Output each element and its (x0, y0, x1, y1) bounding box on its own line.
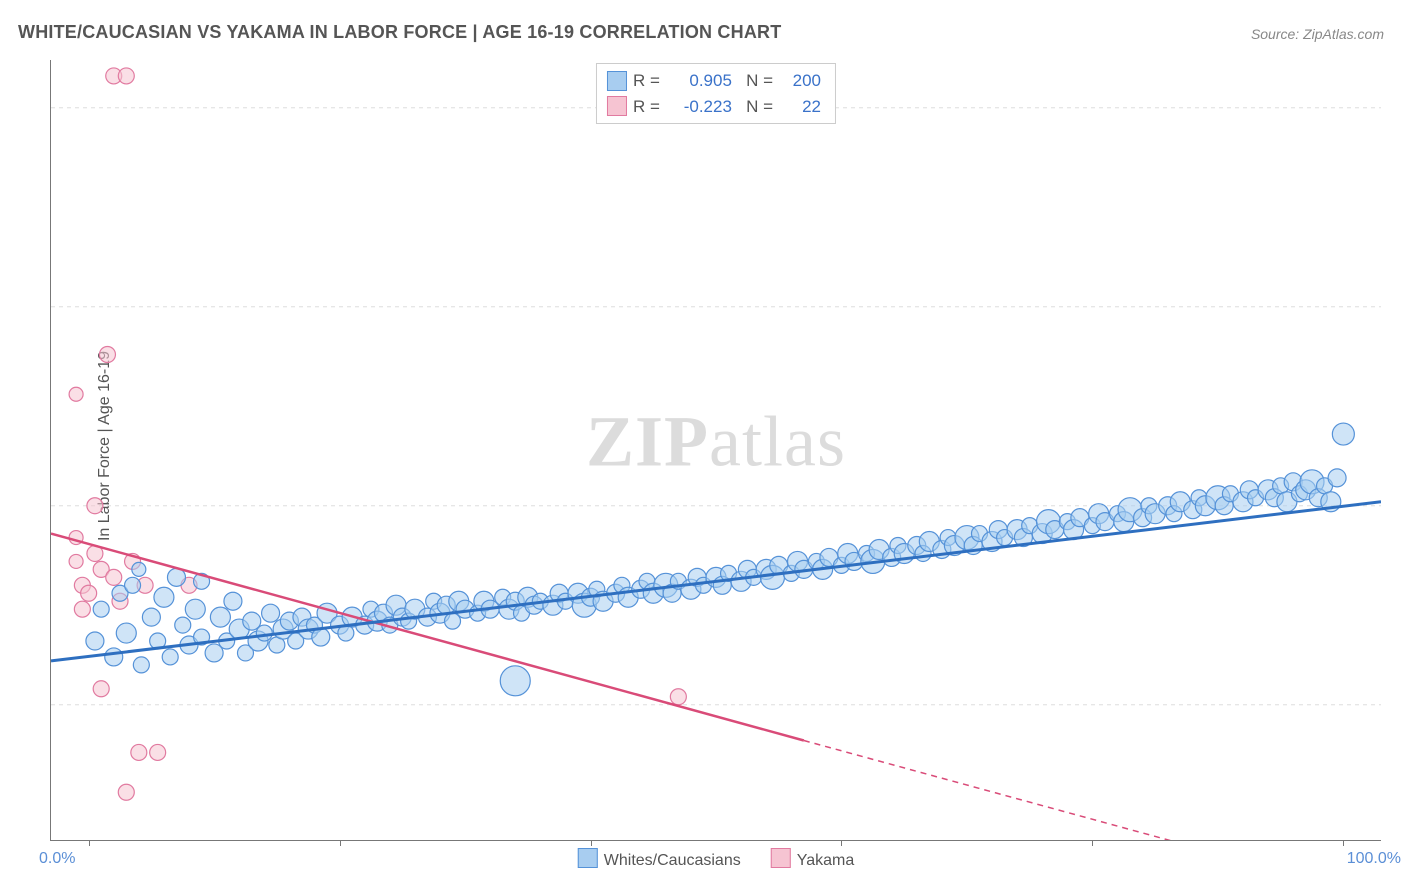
legend-label-b: Yakama (797, 852, 855, 869)
xtick-label-right: 100.0% (1347, 850, 1401, 868)
series-a-point (142, 608, 160, 626)
series-b-point (106, 569, 122, 585)
ytick-label: 75.0% (1393, 297, 1406, 315)
n-label-b: N = (746, 94, 773, 120)
legend-item-a: Whites/Caucasians (578, 848, 741, 870)
ytick-label: 100.0% (1393, 98, 1406, 116)
series-b-point (74, 601, 90, 617)
plot-area: ZIPatlas R = 0.905 N = 200 R = -0.223 N … (50, 60, 1381, 841)
series-a-point (185, 599, 205, 619)
series-a-point (210, 607, 230, 627)
series-a-point (154, 587, 174, 607)
n-value-b: 22 (773, 94, 821, 120)
series-a-point (125, 577, 141, 593)
n-label-a: N = (746, 68, 773, 94)
trend-line (804, 741, 1344, 840)
series-b-point (670, 689, 686, 705)
series-b-point (150, 744, 166, 760)
r-label-b: R = (633, 94, 660, 120)
r-label-a: R = (633, 68, 660, 94)
series-a-point (133, 657, 149, 673)
series-a-point (1328, 469, 1346, 487)
swatch-b (607, 96, 627, 116)
correlation-legend: R = 0.905 N = 200 R = -0.223 N = 22 (596, 63, 836, 124)
series-a-point (1332, 423, 1354, 445)
series-a-point (162, 649, 178, 665)
series-b-point (81, 585, 97, 601)
series-a-point (86, 632, 104, 650)
series-a-point (132, 562, 146, 576)
xtick-mark (1092, 840, 1093, 846)
chart-title: WHITE/CAUCASIAN VS YAKAMA IN LABOR FORCE… (18, 22, 781, 43)
xtick-mark (591, 840, 592, 846)
series-b-point (118, 784, 134, 800)
swatch-b-icon (771, 848, 791, 868)
xtick-label-left: 0.0% (39, 850, 75, 868)
ytick-label: 50.0% (1393, 496, 1406, 514)
series-a-point (262, 604, 280, 622)
series-a-point (105, 648, 123, 666)
legend-row-a: R = 0.905 N = 200 (607, 68, 821, 94)
legend-row-b: R = -0.223 N = 22 (607, 94, 821, 120)
n-value-a: 200 (773, 68, 821, 94)
series-legend: Whites/Caucasians Yakama (578, 848, 854, 870)
swatch-a (607, 71, 627, 91)
series-a-point (500, 666, 530, 696)
series-b-point (87, 498, 103, 514)
series-a-point (224, 592, 242, 610)
xtick-mark (1343, 840, 1344, 846)
source-label: Source: ZipAtlas.com (1251, 26, 1384, 42)
ytick-label: 25.0% (1393, 695, 1406, 713)
series-a-point (116, 623, 136, 643)
series-b-point (69, 554, 83, 568)
series-b-point (131, 744, 147, 760)
series-b-point (118, 68, 134, 84)
series-a-point (175, 617, 191, 633)
swatch-a-icon (578, 848, 598, 868)
xtick-mark (89, 840, 90, 846)
series-b-point (99, 346, 115, 362)
legend-item-b: Yakama (771, 848, 855, 870)
plot-svg (51, 60, 1381, 840)
legend-label-a: Whites/Caucasians (604, 852, 741, 869)
series-a-point (256, 625, 272, 641)
series-b-point (69, 387, 83, 401)
series-a-point (93, 601, 109, 617)
series-b-point (93, 681, 109, 697)
trend-line (51, 502, 1381, 661)
r-value-b: -0.223 (660, 94, 732, 120)
xtick-mark (841, 840, 842, 846)
r-value-a: 0.905 (660, 68, 732, 94)
xtick-mark (340, 840, 341, 846)
chart-container: WHITE/CAUCASIAN VS YAKAMA IN LABOR FORCE… (0, 0, 1406, 892)
